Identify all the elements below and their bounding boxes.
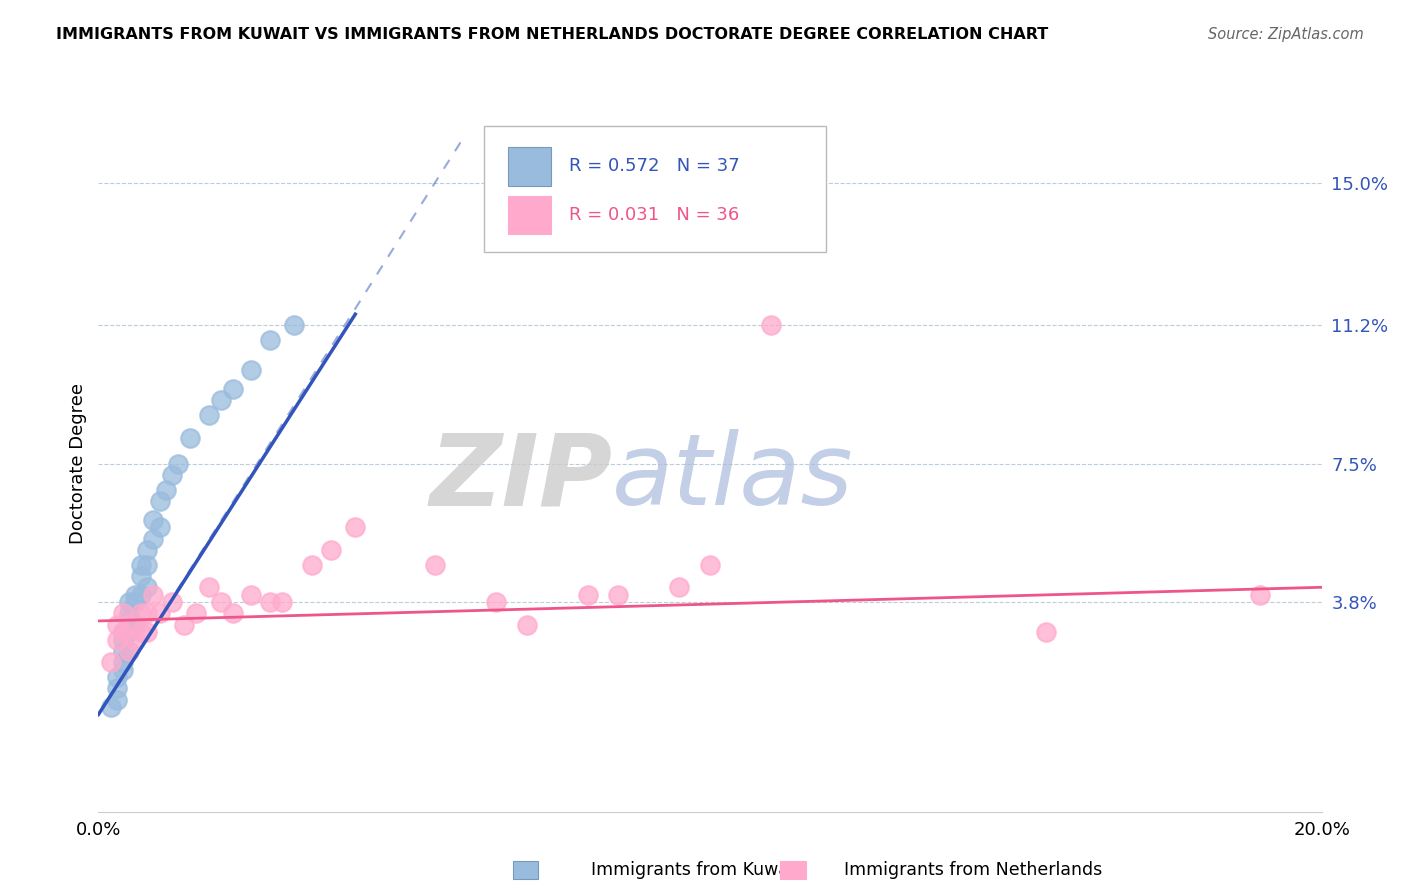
Point [111, 655, 134, 669]
Point [100, 700, 122, 714]
FancyBboxPatch shape [508, 147, 551, 186]
Y-axis label: Doctorate Degree: Doctorate Degree [69, 384, 87, 544]
Point [197, 408, 219, 422]
Point [179, 431, 201, 445]
Point [118, 607, 141, 621]
Point [668, 580, 690, 594]
Point [283, 318, 305, 333]
Text: atlas: atlas [612, 429, 853, 526]
Point [222, 382, 245, 396]
Point [111, 632, 134, 647]
Text: Immigrants from Netherlands: Immigrants from Netherlands [844, 861, 1102, 879]
Point [136, 542, 159, 557]
Point [100, 655, 122, 669]
Point [319, 542, 342, 557]
Point [124, 617, 146, 632]
Point [149, 607, 172, 621]
Point [129, 607, 152, 621]
Point [136, 625, 159, 640]
Point [160, 595, 183, 609]
Point [149, 494, 172, 508]
Text: IMMIGRANTS FROM KUWAIT VS IMMIGRANTS FROM NETHERLANDS DOCTORATE DEGREE CORRELATI: IMMIGRANTS FROM KUWAIT VS IMMIGRANTS FRO… [56, 27, 1049, 42]
Point [160, 468, 183, 483]
Point [423, 558, 446, 572]
Point [111, 607, 134, 621]
Point [105, 617, 128, 632]
Point [118, 617, 141, 632]
Point [124, 595, 146, 609]
Point [759, 318, 782, 333]
Point [111, 625, 134, 640]
Point [607, 588, 630, 602]
Point [209, 393, 232, 408]
FancyBboxPatch shape [484, 127, 827, 252]
Point [129, 588, 152, 602]
Point [485, 595, 508, 609]
Point [259, 595, 281, 609]
Point [222, 607, 245, 621]
Point [270, 595, 292, 609]
Point [105, 692, 128, 706]
Point [105, 681, 128, 696]
Point [1035, 625, 1057, 640]
Point [124, 588, 146, 602]
Point [111, 644, 134, 658]
Point [105, 670, 128, 684]
Point [167, 457, 190, 471]
Text: Source: ZipAtlas.com: Source: ZipAtlas.com [1208, 27, 1364, 42]
Point [186, 607, 208, 621]
Point [118, 595, 141, 609]
Point [576, 588, 599, 602]
Text: R = 0.031   N = 36: R = 0.031 N = 36 [569, 206, 740, 224]
FancyBboxPatch shape [508, 196, 551, 235]
Point [118, 614, 141, 628]
Point [136, 558, 159, 572]
Point [118, 625, 141, 640]
Point [111, 663, 134, 677]
Point [240, 588, 263, 602]
Point [142, 588, 165, 602]
Point [111, 625, 134, 640]
Point [136, 580, 159, 594]
Point [240, 363, 263, 377]
Text: Immigrants from Kuwait: Immigrants from Kuwait [591, 861, 800, 879]
Point [118, 644, 141, 658]
Text: ZIP: ZIP [429, 429, 612, 526]
Point [129, 558, 152, 572]
Point [209, 595, 232, 609]
Point [129, 569, 152, 583]
Text: R = 0.572   N = 37: R = 0.572 N = 37 [569, 157, 740, 175]
Point [301, 558, 323, 572]
Point [124, 632, 146, 647]
Point [699, 558, 721, 572]
Point [155, 483, 177, 497]
Point [173, 617, 195, 632]
Point [1249, 588, 1271, 602]
Point [344, 520, 367, 534]
Point [142, 532, 165, 546]
Point [129, 625, 152, 640]
Point [136, 607, 159, 621]
Point [149, 520, 172, 534]
Point [197, 580, 219, 594]
Point [142, 513, 165, 527]
Point [105, 632, 128, 647]
Point [259, 334, 281, 348]
Point [118, 644, 141, 658]
Point [516, 617, 538, 632]
